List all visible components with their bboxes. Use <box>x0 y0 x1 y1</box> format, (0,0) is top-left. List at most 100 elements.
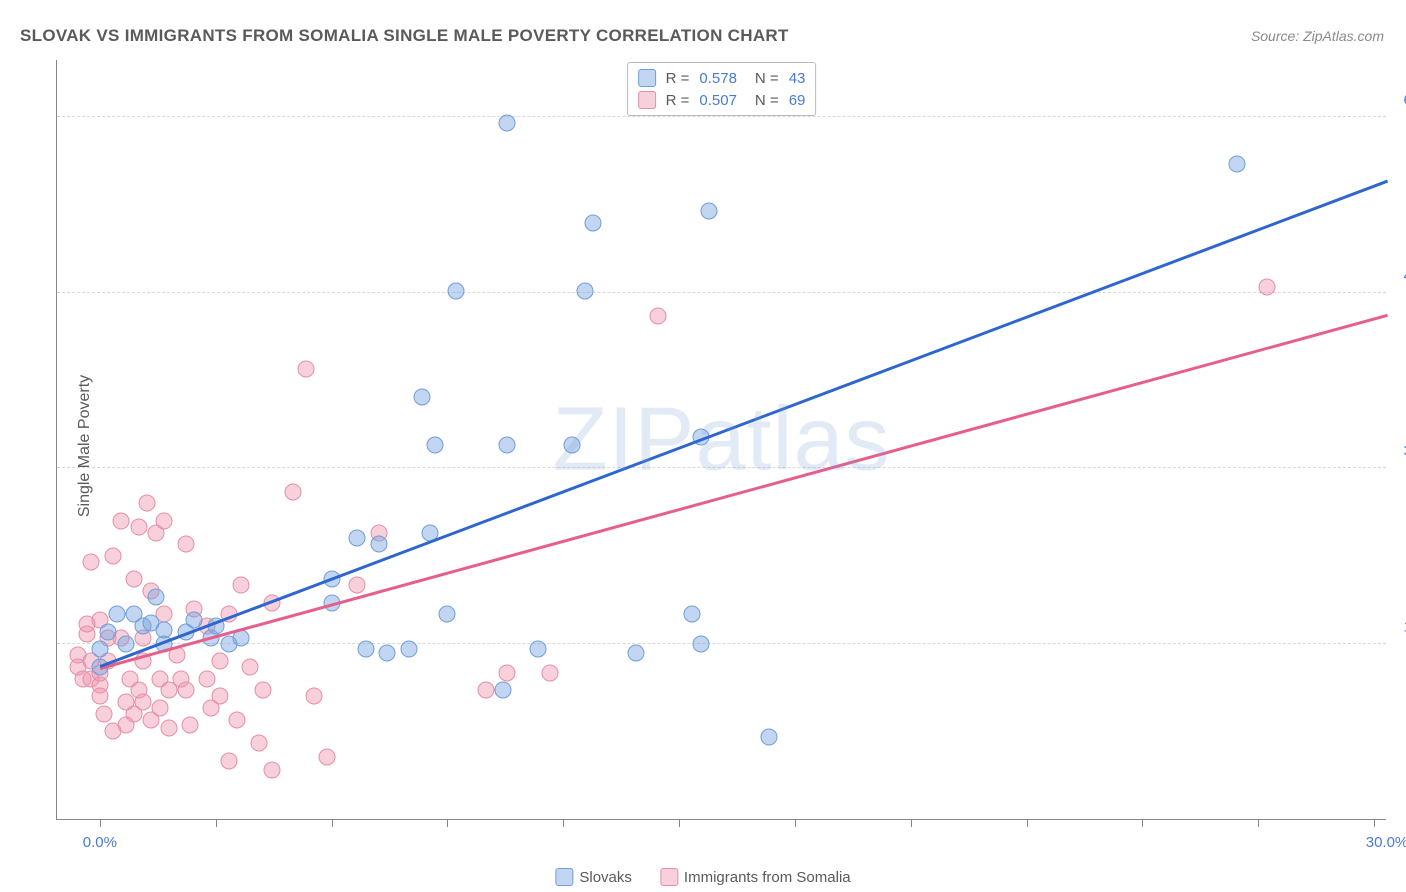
scatter-point-b <box>254 682 271 699</box>
x-tick <box>563 819 564 827</box>
scatter-point-b <box>134 694 151 711</box>
chart-container: SLOVAK VS IMMIGRANTS FROM SOMALIA SINGLE… <box>0 0 1406 892</box>
scatter-point-b <box>649 308 666 325</box>
scatter-point-a <box>439 606 456 623</box>
gridline-h <box>57 116 1386 117</box>
legend-swatch <box>638 91 656 109</box>
scatter-point-a <box>117 635 134 652</box>
scatter-point-b <box>499 664 516 681</box>
scatter-point-a <box>563 436 580 453</box>
scatter-point-a <box>147 588 164 605</box>
y-tick-label: 60.0% <box>1396 92 1406 109</box>
scatter-point-b <box>130 518 147 535</box>
scatter-point-a <box>585 214 602 231</box>
scatter-point-b <box>478 682 495 699</box>
chart-source: Source: ZipAtlas.com <box>1251 28 1384 44</box>
scatter-point-b <box>156 512 173 529</box>
scatter-point-a <box>370 536 387 553</box>
gridline-h <box>57 292 1386 293</box>
scatter-point-a <box>499 436 516 453</box>
x-tick <box>795 819 796 827</box>
scatter-point-b <box>126 571 143 588</box>
scatter-point-a <box>413 388 430 405</box>
x-tick <box>911 819 912 827</box>
scatter-point-a <box>701 203 718 220</box>
x-tick <box>447 819 448 827</box>
legend-swatch <box>660 868 678 886</box>
scatter-point-b <box>139 495 156 512</box>
legend-stats-row: R =0.578N =43 <box>634 67 810 89</box>
gridline-h <box>57 643 1386 644</box>
scatter-point-a <box>349 530 366 547</box>
scatter-point-a <box>100 623 117 640</box>
y-tick-label: 15.0% <box>1396 618 1406 635</box>
scatter-point-a <box>692 635 709 652</box>
scatter-point-a <box>109 606 126 623</box>
scatter-point-b <box>297 360 314 377</box>
scatter-point-b <box>349 577 366 594</box>
scatter-point-b <box>104 547 121 564</box>
legend-swatch <box>638 69 656 87</box>
x-tick <box>679 819 680 827</box>
scatter-point-b <box>229 711 246 728</box>
trend-line-a <box>99 179 1387 667</box>
scatter-point-a <box>400 641 417 658</box>
scatter-point-b <box>242 659 259 676</box>
y-tick-label: 30.0% <box>1396 443 1406 460</box>
scatter-point-b <box>220 752 237 769</box>
scatter-point-b <box>151 699 168 716</box>
scatter-point-a <box>1228 156 1245 173</box>
scatter-point-b <box>113 512 130 529</box>
scatter-point-a <box>761 729 778 746</box>
plot-area: ZIPatlas R =0.578N =43R =0.507N =69 15.0… <box>56 60 1386 820</box>
scatter-point-b <box>83 553 100 570</box>
scatter-point-b <box>160 719 177 736</box>
scatter-point-b <box>182 717 199 734</box>
scatter-point-b <box>1258 279 1275 296</box>
x-tick <box>332 819 333 827</box>
scatter-point-a <box>448 282 465 299</box>
scatter-point-a <box>576 282 593 299</box>
scatter-point-b <box>96 705 113 722</box>
scatter-point-b <box>177 536 194 553</box>
legend-item: Slovaks <box>555 868 632 886</box>
scatter-point-b <box>212 688 229 705</box>
legend-stats-row: R =0.507N =69 <box>634 89 810 111</box>
legend-bottom: Slovaks Immigrants from Somalia <box>555 868 850 886</box>
legend-item: Immigrants from Somalia <box>660 868 851 886</box>
scatter-point-a <box>495 682 512 699</box>
scatter-point-a <box>529 641 546 658</box>
x-tick-label: 30.0% <box>1366 834 1406 851</box>
chart-title: SLOVAK VS IMMIGRANTS FROM SOMALIA SINGLE… <box>20 26 789 46</box>
scatter-point-b <box>263 761 280 778</box>
scatter-point-b <box>319 749 336 766</box>
scatter-point-a <box>357 641 374 658</box>
scatter-point-a <box>426 436 443 453</box>
x-tick <box>1027 819 1028 827</box>
x-tick <box>1142 819 1143 827</box>
scatter-point-a <box>683 606 700 623</box>
legend-swatch <box>555 868 573 886</box>
legend-stats-box: R =0.578N =43R =0.507N =69 <box>627 62 817 116</box>
scatter-point-b <box>250 735 267 752</box>
scatter-point-a <box>499 115 516 132</box>
scatter-point-a <box>628 644 645 661</box>
x-tick <box>100 819 101 827</box>
scatter-point-b <box>177 682 194 699</box>
scatter-point-a <box>91 641 108 658</box>
scatter-point-b <box>233 577 250 594</box>
scatter-point-a <box>379 644 396 661</box>
scatter-point-b <box>284 483 301 500</box>
y-tick-label: 45.0% <box>1396 267 1406 284</box>
x-tick-label: 0.0% <box>83 834 117 851</box>
x-tick <box>1374 819 1375 827</box>
scatter-point-b <box>91 688 108 705</box>
x-tick <box>1258 819 1259 827</box>
scatter-point-b <box>212 653 229 670</box>
scatter-point-b <box>199 670 216 687</box>
gridline-h <box>57 467 1386 468</box>
scatter-point-b <box>306 688 323 705</box>
x-tick <box>216 819 217 827</box>
scatter-point-b <box>542 664 559 681</box>
scatter-point-a <box>156 621 173 638</box>
